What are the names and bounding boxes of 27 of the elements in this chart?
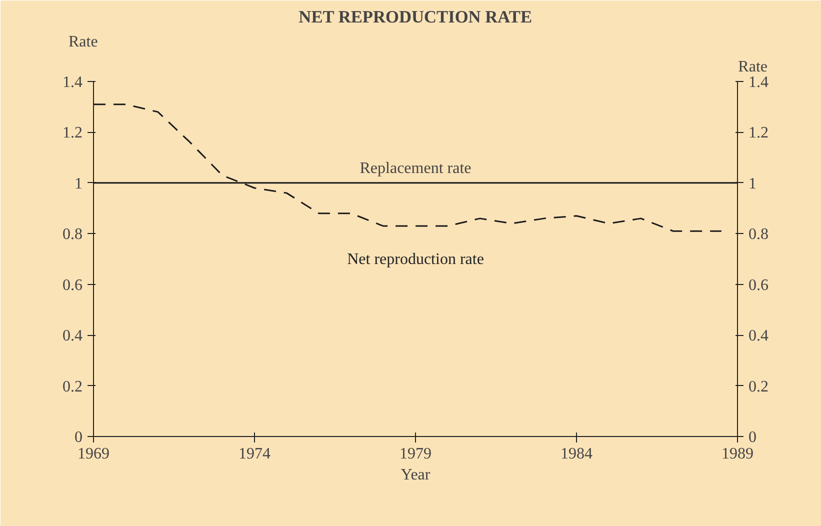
y-tick-label: 0 bbox=[74, 429, 82, 446]
y2-tick-label: 1 bbox=[748, 175, 756, 192]
x-axis-title: Year bbox=[400, 466, 431, 484]
x-tick-label: 1969 bbox=[78, 446, 110, 462]
y-tick-label: 1 bbox=[74, 175, 82, 192]
y2-tick-label: 1.2 bbox=[748, 124, 768, 142]
chart-title: NET REPRODUCTION RATE bbox=[298, 8, 532, 26]
series-label: Net reproduction rate bbox=[347, 251, 484, 268]
y2-tick-label: 1.4 bbox=[748, 74, 768, 91]
y2-tick-label: 0.4 bbox=[748, 328, 768, 345]
y-tick-label: 0.6 bbox=[62, 276, 82, 294]
y2-tick-label: 0.8 bbox=[748, 226, 768, 244]
y-tick-label: 1.4 bbox=[62, 74, 82, 91]
y2-axis-title: Rate bbox=[738, 58, 768, 76]
y-tick-label: 0.2 bbox=[62, 378, 82, 396]
y2-tick-label: 0 bbox=[748, 429, 756, 446]
y-tick-label: 0.8 bbox=[62, 226, 82, 244]
x-tick-label: 1989 bbox=[722, 446, 754, 462]
x-tick-label: 1984 bbox=[560, 446, 592, 462]
y2-tick-label: 0.2 bbox=[748, 378, 768, 396]
y-tick-label: 0.4 bbox=[62, 328, 82, 345]
y-axis-title: Rate bbox=[68, 34, 98, 50]
y-tick-label: 1.2 bbox=[62, 124, 82, 142]
ref-line-label: Replacement rate bbox=[360, 160, 472, 177]
x-tick-label: 1974 bbox=[238, 446, 270, 462]
y2-tick-label: 0.6 bbox=[748, 276, 768, 294]
x-tick-label: 1979 bbox=[400, 446, 432, 462]
